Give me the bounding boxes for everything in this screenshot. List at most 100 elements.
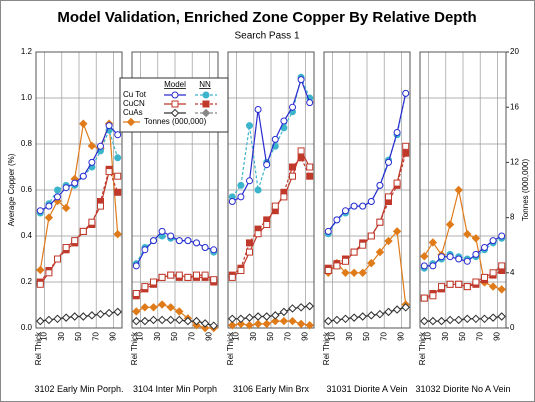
- panel-name: 3106 Early Min Brx: [232, 384, 310, 394]
- x-tick-label: 50: [362, 331, 371, 340]
- point: [166, 303, 175, 312]
- series-line: [232, 320, 310, 326]
- panel-border: [35, 51, 123, 329]
- point: [236, 314, 246, 324]
- x-axis-label: Rel Thick: [322, 331, 331, 365]
- x-tick-label: 70: [475, 331, 484, 340]
- point: [36, 207, 44, 215]
- point: [228, 321, 237, 330]
- series-line: [232, 77, 311, 203]
- point: [132, 316, 141, 326]
- point: [114, 188, 122, 196]
- point: [97, 202, 104, 210]
- point: [245, 313, 254, 322]
- y-tick-label: 1.0: [21, 93, 33, 102]
- point: [245, 321, 254, 330]
- point: [324, 267, 332, 274]
- point: [97, 142, 104, 150]
- point: [455, 255, 463, 263]
- point: [305, 321, 314, 330]
- point: [279, 316, 289, 326]
- point: [45, 202, 53, 210]
- point: [385, 193, 392, 201]
- point: [445, 220, 455, 229]
- point: [429, 292, 437, 300]
- chart-title: Model Validation, Enriched Zone Copper B…: [57, 9, 476, 26]
- point: [141, 246, 149, 254]
- series-line: [328, 306, 406, 322]
- point: [96, 309, 105, 319]
- point: [350, 248, 358, 256]
- point: [193, 271, 200, 279]
- point: [472, 278, 480, 286]
- y2-tick-label: 4: [510, 268, 515, 277]
- point: [175, 307, 184, 316]
- x-tick-label: 10: [232, 331, 241, 340]
- point: [184, 273, 192, 281]
- point: [288, 304, 297, 313]
- series-line: [135, 274, 214, 294]
- legend-label: Tonnes (000,000): [144, 117, 207, 126]
- point: [61, 203, 71, 213]
- x-tick-label: 90: [205, 331, 214, 340]
- point: [438, 253, 445, 261]
- point: [463, 257, 471, 265]
- series-line: [328, 146, 407, 272]
- point: [296, 303, 306, 312]
- x-tick-label: 30: [345, 331, 354, 340]
- point: [438, 283, 445, 291]
- point: [71, 237, 79, 245]
- point: [297, 147, 305, 155]
- point: [271, 202, 279, 210]
- point: [79, 119, 88, 128]
- series-line: [327, 230, 407, 305]
- point: [333, 216, 341, 224]
- x-tick-label: 70: [283, 331, 292, 340]
- point: [44, 315, 54, 325]
- point: [263, 221, 271, 228]
- point: [201, 271, 209, 279]
- point: [254, 186, 262, 194]
- point: [271, 135, 279, 143]
- x-tick-label: 10: [328, 331, 337, 340]
- point: [254, 230, 262, 238]
- point: [455, 280, 463, 288]
- y2-axis-label: Tonnes (000,000): [521, 159, 530, 222]
- point: [324, 227, 332, 235]
- point: [498, 262, 506, 270]
- x-axis-label: Rel Thick: [34, 331, 43, 365]
- panel-border: [131, 51, 219, 329]
- series-line: [423, 189, 502, 290]
- y-tick-label: 0.6: [21, 185, 33, 194]
- point: [62, 244, 70, 251]
- point: [454, 315, 463, 325]
- point: [393, 179, 401, 187]
- legend-label: Cu Tot: [123, 90, 147, 99]
- x-tick-label: 30: [249, 331, 258, 340]
- panel-name: 31032 Diorite No A Vein: [415, 384, 511, 394]
- point: [175, 237, 183, 245]
- panel-border: [419, 51, 507, 329]
- point: [350, 202, 358, 210]
- point: [306, 172, 314, 180]
- y-tick-label: 0.2: [21, 277, 33, 286]
- point: [446, 280, 454, 288]
- point: [193, 239, 200, 247]
- point: [497, 312, 506, 321]
- x-tick-label: 30: [57, 331, 66, 340]
- series-line: [39, 167, 119, 283]
- point: [384, 307, 393, 317]
- point: [376, 181, 384, 189]
- y2-tick-label: 8: [510, 213, 515, 222]
- panel-name: 3104 Inter Min Porph: [132, 384, 218, 394]
- point: [324, 316, 333, 326]
- point: [271, 311, 280, 320]
- point: [44, 213, 54, 222]
- x-tick-label: 10: [424, 331, 433, 340]
- point: [342, 257, 349, 265]
- x-tick-label: 70: [91, 331, 100, 340]
- x-tick-label: 90: [493, 331, 502, 340]
- point: [254, 106, 262, 113]
- point: [228, 314, 237, 324]
